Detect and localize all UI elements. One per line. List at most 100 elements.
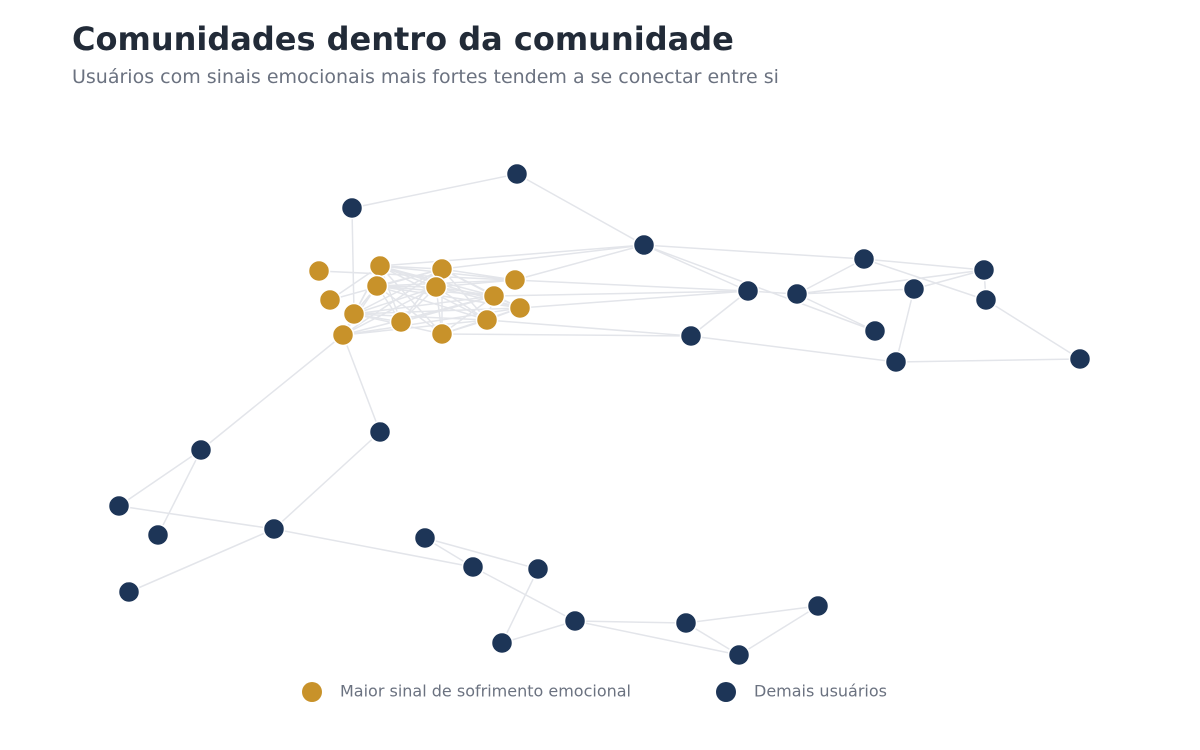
- edge: [273, 528, 474, 568]
- edge: [353, 286, 437, 315]
- edge: [424, 537, 539, 570]
- edge: [486, 319, 692, 337]
- node: [307, 259, 331, 283]
- node: [490, 631, 514, 655]
- edge: [351, 173, 518, 209]
- node: [107, 494, 131, 518]
- edge: [118, 449, 202, 507]
- node: [526, 557, 550, 581]
- edge: [501, 620, 576, 644]
- node: [340, 196, 364, 220]
- node: [342, 302, 366, 326]
- edge: [379, 244, 645, 267]
- edges: [118, 173, 1081, 656]
- node: [389, 310, 413, 334]
- edge: [353, 313, 488, 321]
- edge: [441, 333, 692, 337]
- node: [146, 523, 170, 547]
- legend-label: Maior sinal de sofrimento emocional: [340, 682, 631, 701]
- legend-swatch: [716, 682, 736, 702]
- edge: [913, 269, 985, 290]
- edge: [796, 269, 985, 295]
- node: [413, 526, 437, 550]
- node: [736, 279, 760, 303]
- node: [632, 233, 656, 257]
- edge: [643, 244, 749, 292]
- edge: [342, 286, 437, 336]
- node: [806, 594, 830, 618]
- node: [430, 322, 454, 346]
- edge: [118, 505, 275, 530]
- node: [563, 609, 587, 633]
- node: [368, 420, 392, 444]
- edge: [895, 288, 915, 363]
- edge: [493, 290, 749, 297]
- edge: [863, 258, 985, 271]
- edge: [690, 335, 897, 363]
- node: [475, 308, 499, 332]
- edge: [501, 568, 539, 644]
- edge: [574, 620, 687, 624]
- node: [785, 282, 809, 306]
- edge: [514, 244, 645, 281]
- node: [189, 438, 213, 462]
- edge: [863, 258, 987, 301]
- edge: [342, 334, 381, 433]
- edge: [157, 449, 202, 536]
- node: [508, 296, 532, 320]
- node: [679, 324, 703, 348]
- legend-label: Demais usuários: [754, 682, 887, 701]
- node: [365, 274, 389, 298]
- edge: [796, 293, 876, 332]
- node: [461, 555, 485, 579]
- edge: [895, 358, 1081, 363]
- node: [1068, 347, 1092, 371]
- node: [318, 288, 342, 312]
- edge: [519, 290, 749, 309]
- node: [974, 288, 998, 312]
- title: Comunidades dentro da comunidade: [72, 20, 734, 58]
- edge: [351, 207, 355, 315]
- edge: [796, 258, 865, 295]
- edge: [796, 288, 915, 295]
- edge: [435, 279, 516, 288]
- node: [331, 323, 355, 347]
- edge: [441, 244, 645, 270]
- edge: [342, 295, 495, 336]
- edge: [128, 528, 275, 593]
- edge: [353, 295, 495, 315]
- edge: [690, 290, 749, 337]
- node: [505, 162, 529, 186]
- node: [503, 268, 527, 292]
- edge: [472, 566, 576, 622]
- edge: [985, 299, 1081, 360]
- node: [972, 258, 996, 282]
- node: [884, 350, 908, 374]
- node: [262, 517, 286, 541]
- node: [674, 611, 698, 635]
- edge: [200, 334, 344, 451]
- edge: [738, 605, 819, 656]
- edge: [273, 431, 381, 530]
- edge: [318, 270, 749, 292]
- edge: [685, 605, 819, 624]
- legend-swatch: [302, 682, 322, 702]
- node: [863, 319, 887, 343]
- node: [368, 254, 392, 278]
- edge: [643, 244, 865, 260]
- edge: [441, 268, 516, 281]
- node: [852, 247, 876, 271]
- nodes: [107, 162, 1092, 667]
- node: [117, 580, 141, 604]
- subtitle: Usuários com sinais emocionais mais fort…: [72, 66, 779, 88]
- edge: [353, 307, 521, 315]
- edge: [516, 173, 645, 246]
- node: [727, 643, 751, 667]
- edge: [643, 244, 876, 332]
- node: [482, 284, 506, 308]
- node: [902, 277, 926, 301]
- edge: [342, 319, 488, 336]
- edge: [574, 620, 740, 656]
